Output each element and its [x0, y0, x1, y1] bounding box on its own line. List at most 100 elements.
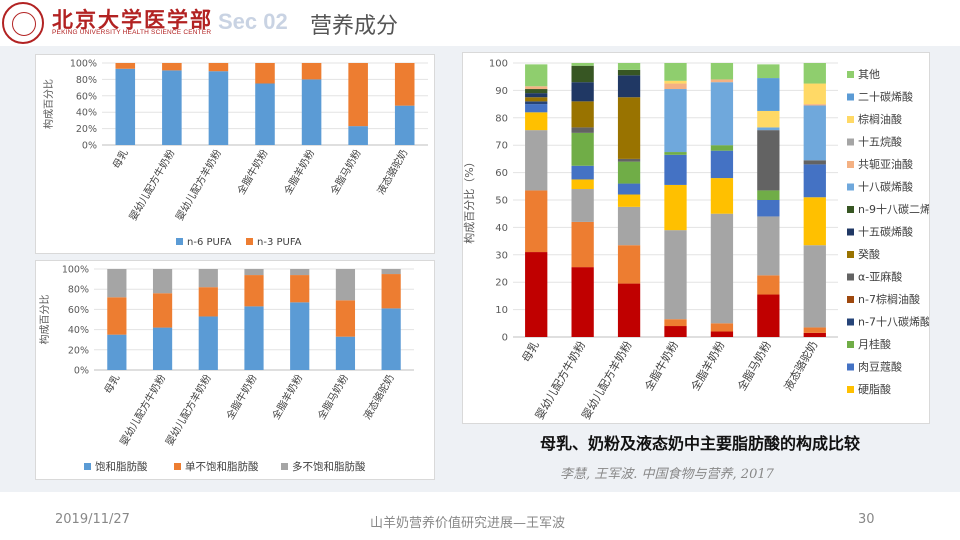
bar-segment — [571, 101, 594, 128]
fatty-acid-type-chart-svg: 0% 20% 40% 60% 80% 100% 构成百分比母乳婴幼儿配方牛奶粉婴幼儿配方羊奶… — [38, 265, 414, 473]
y-tick-label: 20% — [68, 345, 89, 356]
bar-segment — [525, 97, 548, 102]
legend-swatch — [847, 386, 854, 393]
bar-segment — [255, 63, 275, 84]
fatty-acid-composition-chart-svg: 0 10 20 30 40 50 60 70 80 90 100 构成百分比（%） 母乳婴幼儿配方牛奶粉… — [462, 59, 942, 422]
bar-segment — [335, 300, 356, 337]
x-category-label: 全脂马奶粉 — [315, 372, 351, 422]
bar-segment — [255, 83, 275, 145]
legend-label: 肉豆蔻酸 — [858, 360, 902, 374]
bar-segment — [803, 104, 826, 106]
x-category-label: 全脂牛奶粉 — [223, 372, 259, 422]
legend-swatch — [847, 161, 854, 168]
bar-segment — [710, 79, 734, 83]
bar-segment — [348, 63, 368, 127]
bar-segment — [710, 82, 734, 146]
bar-segment — [664, 326, 687, 337]
x-category-label: 婴幼儿配方牛奶粉 — [126, 147, 177, 223]
legend-swatch — [281, 463, 288, 470]
bar-segment — [348, 126, 368, 145]
bar-segment — [525, 101, 548, 105]
bar-segment — [571, 221, 594, 268]
bar-segment — [107, 297, 127, 335]
x-category-label: 液态骆驼奶 — [781, 339, 821, 394]
x-category-label: 婴幼儿配方牛奶粉 — [117, 372, 168, 448]
bar-segment — [152, 293, 173, 328]
bar-segment — [757, 200, 780, 217]
x-category-label: 全脂羊奶粉 — [281, 147, 317, 197]
bar-segment — [710, 178, 734, 214]
fatty-acid-composition-chart: 0 10 20 30 40 50 60 70 80 90 100 构成百分比（%） 母乳 婴幼儿配方牛奶粉… — [462, 52, 942, 424]
bar-segment — [525, 130, 548, 191]
y-tick-label: 50 — [495, 196, 508, 207]
y-axis-label: 构成百分比 — [42, 79, 55, 129]
bar-segment — [244, 275, 264, 307]
legend-label: n-7十八碳烯酸 — [858, 315, 929, 329]
bar-segment — [757, 190, 780, 200]
y-tick-label: 70 — [495, 141, 508, 152]
bar-segment — [208, 71, 229, 145]
bar-segment — [803, 327, 826, 333]
bar-segment — [757, 216, 780, 276]
bar-segment — [381, 274, 401, 309]
pufa-chart-svg: 0% 20% 40% 60% 80% 100% 构成百分比母乳婴幼儿配方牛奶粉婴幼儿配方羊奶… — [42, 59, 428, 248]
bar-segment — [664, 319, 687, 327]
y-tick-label: 80 — [495, 113, 508, 124]
y-tick-label: 80% — [68, 285, 89, 296]
bar-segment — [710, 331, 734, 337]
legend-label: α-亚麻酸 — [858, 270, 902, 284]
bar-segment — [571, 267, 594, 337]
legend-swatch — [847, 273, 854, 281]
figure-caption: 母乳、奶粉及液态奶中主要脂肪酸的构成比较 — [539, 434, 860, 453]
bar-segment — [757, 127, 780, 131]
legend-label: 其他 — [858, 68, 880, 81]
legend-swatch — [84, 463, 91, 470]
legend-label: n-6 PUFA — [187, 237, 232, 248]
legend-swatch — [176, 238, 183, 245]
slide-header: 北京大学医学部 PEKING UNIVERSITY HEALTH SCIENCE… — [0, 0, 960, 46]
bar-segment — [525, 64, 548, 87]
bar-segment — [803, 197, 826, 246]
bar-segment — [757, 275, 780, 295]
bar-segment — [617, 206, 641, 246]
bar-segment — [162, 70, 182, 145]
footer-title: 山羊奶营养价值研究进展—王军波 — [370, 516, 566, 531]
y-tick-label: 0 — [502, 333, 508, 344]
bar-segment — [757, 130, 780, 191]
legend-swatch — [174, 463, 181, 470]
bar-segment — [617, 161, 641, 184]
bar-segment — [803, 105, 826, 161]
bar-segment — [198, 269, 218, 288]
bar-segment — [162, 63, 182, 71]
legend-swatch — [847, 341, 854, 348]
x-category-label: 婴幼儿配方羊奶粉 — [579, 339, 635, 422]
bar-segment — [617, 194, 641, 207]
bar-segment — [394, 105, 415, 145]
y-tick-label: 30 — [495, 250, 508, 261]
bar-segment — [617, 75, 641, 98]
bar-segment — [757, 78, 780, 111]
bar-segment — [664, 152, 687, 155]
bar-segment — [803, 332, 826, 337]
x-category-label: 液态骆驼奶 — [360, 372, 396, 422]
bar-segment — [664, 89, 687, 153]
bar-segment — [244, 269, 264, 276]
y-tick-label: 0% — [74, 366, 89, 377]
pufa-chart: 0% 20% 40% 60% 80% 100% 构成百分比 母乳 婴幼儿配方牛奶粉 婴幼儿配方羊奶… — [35, 54, 435, 254]
legend-label: 硬脂酸 — [858, 382, 891, 396]
x-category-label: 婴幼儿配方羊奶粉 — [163, 372, 214, 448]
legend-label: 十五碳烯酸 — [858, 225, 913, 239]
x-category-label: 母乳 — [520, 339, 542, 365]
bar-segment — [803, 245, 826, 328]
bar-segment — [290, 302, 310, 370]
bar-segment — [664, 184, 687, 231]
y-tick-label: 80% — [76, 75, 97, 86]
bar-segment — [571, 165, 594, 180]
bar-segment — [571, 65, 594, 83]
x-category-label: 全脂羊奶粉 — [269, 372, 305, 422]
bar-segment — [208, 63, 229, 72]
x-category-label: 液态骆驼奶 — [374, 147, 410, 197]
legend-swatch — [847, 116, 854, 123]
bar-segment — [664, 154, 687, 185]
bar-segment — [152, 327, 173, 370]
